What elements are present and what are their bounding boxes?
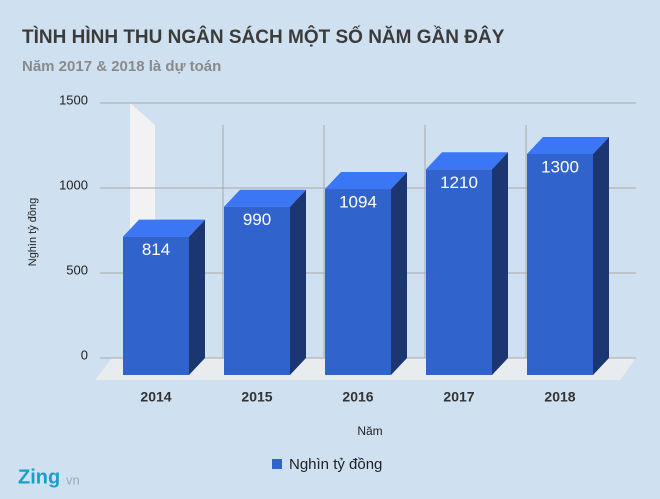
data-label: 1210 xyxy=(440,173,478,192)
bar xyxy=(123,236,189,375)
x-tick-label: 2014 xyxy=(140,389,171,405)
bar-side xyxy=(492,152,508,375)
bar-top xyxy=(527,137,609,154)
data-label: 1300 xyxy=(541,157,579,176)
y-axis-label: Nghìn tỷ đồng xyxy=(27,198,39,267)
chart-subtitle: Năm 2017 & 2018 là dự toán xyxy=(22,58,221,75)
brand-logo: Zing xyxy=(18,466,60,488)
brand-suffix: vn xyxy=(66,472,80,487)
x-tick-label: 2016 xyxy=(342,389,373,405)
bar-top xyxy=(325,172,407,190)
bar-top xyxy=(426,152,508,170)
bar xyxy=(527,154,593,375)
x-tick-label: 2018 xyxy=(544,389,575,405)
bar-side xyxy=(189,219,205,375)
bar-side xyxy=(593,137,609,375)
y-tick-label: 1000 xyxy=(59,177,88,192)
bar xyxy=(325,189,391,375)
legend-label: Nghìn tỷ đồng xyxy=(289,456,382,473)
y-tick-label: 0 xyxy=(81,347,88,362)
bar-top xyxy=(224,189,306,207)
x-tick-label: 2015 xyxy=(241,389,272,405)
bar xyxy=(224,206,290,375)
y-tick-label: 1500 xyxy=(59,92,88,107)
bar-top xyxy=(123,219,205,237)
bar-side xyxy=(290,189,306,375)
chart-title: TÌNH HÌNH THU NGÂN SÁCH MỘT SỐ NĂM GẦN Đ… xyxy=(22,26,505,48)
x-tick-label: 2017 xyxy=(443,389,474,405)
data-label: 1094 xyxy=(339,193,377,212)
data-label: 990 xyxy=(243,210,271,229)
data-label: 814 xyxy=(142,240,170,259)
x-axis-label: Năm xyxy=(357,424,382,438)
legend-swatch xyxy=(272,459,282,469)
bar-side xyxy=(391,172,407,375)
y-tick-label: 500 xyxy=(66,262,88,277)
bar xyxy=(426,169,492,375)
